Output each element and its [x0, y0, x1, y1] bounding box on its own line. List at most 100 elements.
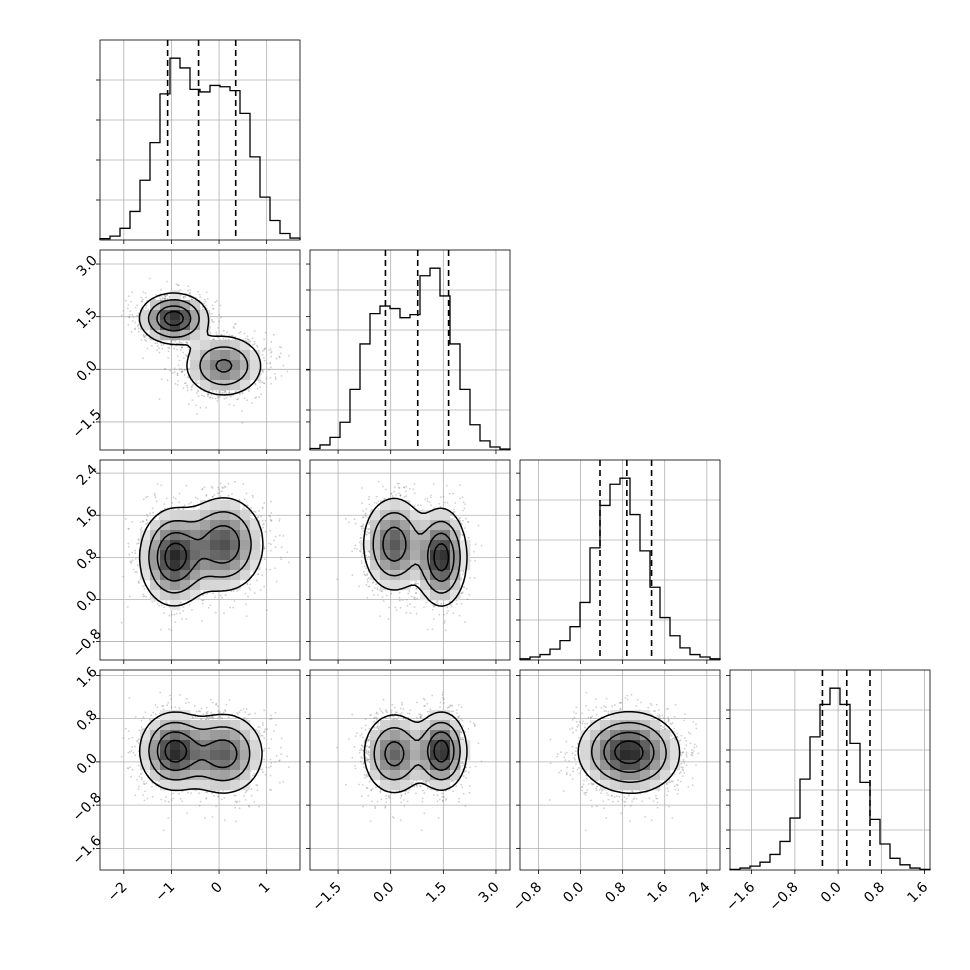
scatter-point [253, 330, 256, 332]
scatter-point [206, 592, 208, 595]
scatter-point [275, 357, 278, 360]
scatter-point [216, 400, 219, 402]
scatter-point [278, 520, 281, 522]
scatter-point [197, 389, 199, 392]
scatter-point [182, 357, 185, 359]
scatter-point [214, 397, 217, 400]
density-cell [160, 320, 171, 331]
scatter-point [191, 298, 193, 301]
scatter-point [122, 310, 125, 312]
density-cell [200, 380, 211, 391]
contour-level-4 [163, 310, 185, 327]
scatter-point [137, 538, 140, 541]
scatter-point [159, 628, 162, 631]
scatter-point [251, 494, 254, 497]
scatter-point [148, 277, 151, 280]
scatter-point [280, 546, 283, 549]
scatter-point [217, 397, 220, 400]
scatter-point [180, 346, 183, 349]
scatter-point [248, 338, 250, 341]
scatter-point [245, 603, 247, 606]
density-cell [180, 320, 191, 331]
density-cell [160, 520, 171, 531]
scatter-point [242, 508, 244, 510]
scatter-point [189, 289, 192, 291]
scatter-point [179, 612, 182, 615]
scatter-point [162, 343, 165, 346]
scatter-point [261, 353, 264, 356]
scatter-point [259, 381, 261, 384]
scatter-point [124, 299, 127, 302]
density-cell [150, 320, 161, 331]
scatter-point [211, 397, 214, 400]
histogram-panel-4 [726, 669, 931, 871]
scatter-point [161, 347, 164, 350]
scatter-point [175, 283, 178, 286]
scatter-point [255, 344, 258, 347]
histogram-step [309, 267, 511, 450]
scatter-point [183, 374, 186, 376]
scatter-point [195, 392, 198, 394]
scatter-point [233, 600, 236, 602]
scatter-point [270, 382, 273, 385]
panel-content [100, 250, 300, 450]
scatter-point [263, 502, 266, 504]
scatter-point [201, 602, 204, 605]
scatter-point [268, 514, 270, 517]
histogram-panel-2 [306, 249, 511, 451]
scatter-point [244, 592, 247, 595]
scatter-point [261, 574, 264, 577]
scatter-point [129, 560, 132, 563]
scatter-point [220, 594, 222, 597]
scatter-point [215, 300, 218, 302]
scatter-point [214, 611, 217, 614]
scatter-point [211, 390, 214, 392]
histogram-step [519, 477, 721, 660]
scatter-point [128, 316, 130, 318]
scatter-point [258, 510, 260, 512]
scatter-point [164, 296, 167, 298]
scatter-point [252, 343, 255, 346]
scatter-point [181, 370, 184, 373]
density-cell [220, 510, 231, 521]
scatter-point [203, 395, 205, 398]
scatter-point [263, 547, 266, 550]
scatter-point [263, 585, 266, 588]
scatter-point [127, 542, 130, 545]
scatter-point [274, 546, 277, 549]
scatter-point [137, 581, 140, 584]
scatter-point [145, 340, 148, 342]
scatter-point [180, 370, 183, 373]
scatter-point [128, 528, 130, 530]
scatter-point [135, 315, 138, 317]
density-cell [160, 530, 171, 541]
scatter-point [134, 306, 137, 309]
scatter-point [164, 297, 166, 300]
scatter-point [242, 483, 245, 485]
scatter-point [248, 587, 251, 589]
scatter-point [155, 294, 157, 296]
scatter-point [278, 356, 281, 359]
scatter-point [191, 399, 194, 401]
density-cell [170, 520, 181, 531]
scatter-point [264, 347, 267, 350]
scatter-point [137, 580, 140, 582]
scatter-point [209, 396, 212, 399]
scatter-point [243, 498, 246, 501]
scatter-point [136, 542, 139, 545]
scatter-point [182, 610, 185, 612]
scatter-point [186, 341, 189, 344]
scatter-point [286, 370, 289, 373]
scatter-point [130, 330, 133, 333]
scatter-point [234, 390, 237, 393]
scatter-point [134, 321, 137, 324]
scatter-point [241, 391, 243, 394]
scatter-point [287, 561, 290, 564]
scatter-point [138, 582, 140, 584]
scatter-point [246, 335, 249, 338]
density-cell [250, 350, 261, 361]
scatter-point [132, 316, 135, 319]
scatter-point [221, 487, 224, 489]
scatter-point [227, 494, 230, 497]
scatter-point [173, 613, 176, 616]
